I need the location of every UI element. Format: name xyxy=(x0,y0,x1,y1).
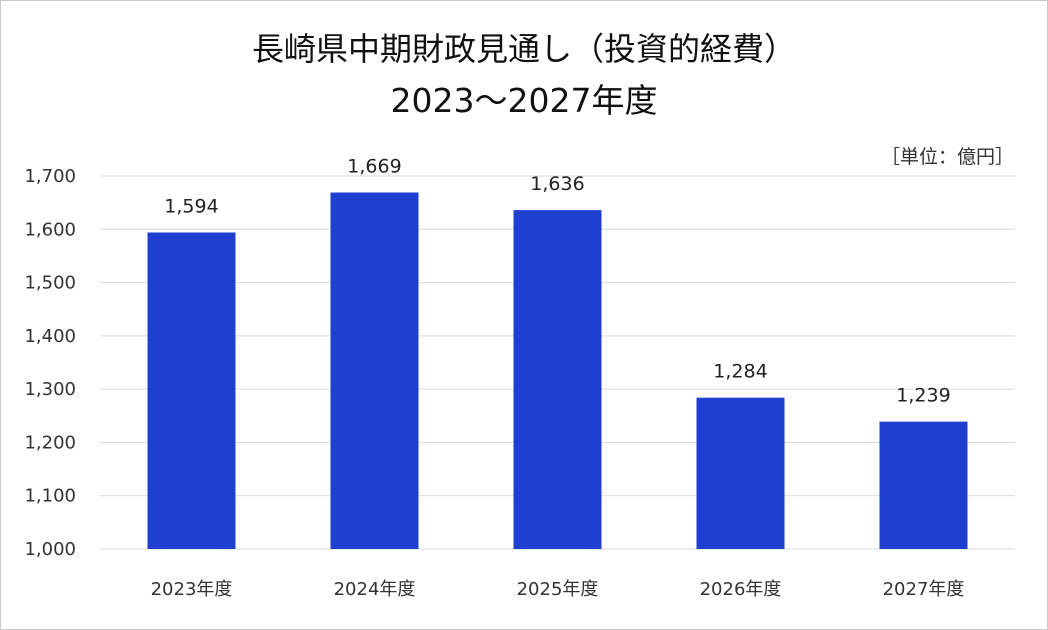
x-category-label: 2024年度 xyxy=(334,579,416,600)
y-tick-label: 1,500 xyxy=(24,273,76,294)
chart-title: 長崎県中期財政見通し（投資的経費） xyxy=(251,30,796,68)
data-label: 1,636 xyxy=(530,173,584,195)
y-tick-label: 1,200 xyxy=(24,432,76,453)
x-category-label: 2023年度 xyxy=(151,579,233,600)
chart-subtitle: 2023～2027年度 xyxy=(390,81,658,120)
bar xyxy=(330,192,419,550)
y-tick-label: 1,000 xyxy=(24,539,76,560)
y-tick-label: 1,100 xyxy=(24,486,76,507)
data-label: 1,239 xyxy=(896,385,950,407)
bar xyxy=(879,421,968,549)
bar xyxy=(696,397,785,549)
unit-label: ［単位：億円］ xyxy=(880,146,1014,168)
x-axis-category-labels: 2023年度 2024年度 2025年度 2026年度 2027年度 xyxy=(151,579,965,600)
y-axis-tick-labels: 1,000 1,100 1,200 1,300 1,400 1,500 1,600 1,700 xyxy=(24,166,76,560)
y-tick-label: 1,600 xyxy=(24,219,76,240)
data-label: 1,594 xyxy=(164,195,218,217)
x-category-label: 2025年度 xyxy=(517,579,599,600)
y-tick-label: 1,400 xyxy=(24,326,76,347)
y-tick-label: 1,300 xyxy=(24,379,76,400)
x-category-label: 2026年度 xyxy=(700,579,782,600)
bar xyxy=(513,210,602,550)
y-tick-label: 1,700 xyxy=(24,166,76,187)
data-label: 1,284 xyxy=(713,361,767,383)
x-category-label: 2027年度 xyxy=(883,579,965,600)
data-label: 1,669 xyxy=(347,156,401,178)
bar xyxy=(147,232,236,550)
bars xyxy=(147,192,968,550)
data-labels: 1,594 1,669 1,636 1,284 1,239 xyxy=(164,156,950,407)
